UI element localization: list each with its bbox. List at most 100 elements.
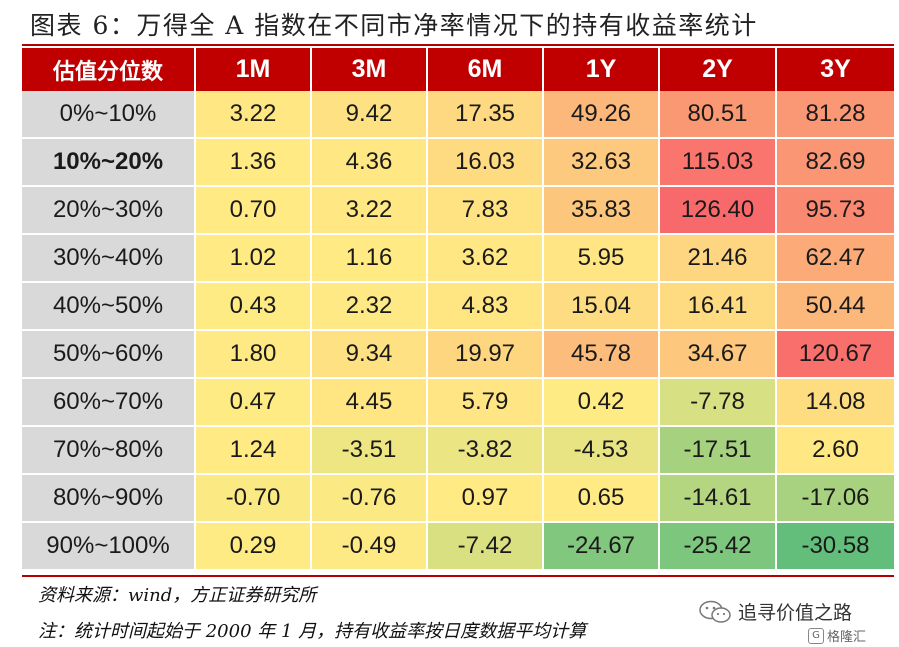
row-label: 60%~70% xyxy=(22,379,196,427)
table-cell: 0.43 xyxy=(196,283,312,331)
table-cell: 3.62 xyxy=(428,235,544,283)
table-cell: -4.53 xyxy=(544,427,660,475)
table-cell: -14.61 xyxy=(660,475,777,523)
table-cell: 0.42 xyxy=(544,379,660,427)
table-cell: 0.29 xyxy=(196,523,312,571)
table-row: 50%~60% 1.80 9.34 19.97 45.78 34.67 120.67 xyxy=(22,331,894,379)
table-cell: 4.36 xyxy=(312,139,428,187)
table-cell: 5.95 xyxy=(544,235,660,283)
table-cell: 120.67 xyxy=(777,331,894,379)
row-label: 40%~50% xyxy=(22,283,196,331)
table-cell: 0.97 xyxy=(428,475,544,523)
column-header: 2Y xyxy=(660,48,777,91)
table-cell: 0.47 xyxy=(196,379,312,427)
table-cell: -7.42 xyxy=(428,523,544,571)
table-cell: 1.16 xyxy=(312,235,428,283)
table-cell: 4.83 xyxy=(428,283,544,331)
watermark-sub-text: 格隆汇 xyxy=(827,630,867,645)
row-label: 10%~20% xyxy=(22,139,196,187)
watermark-text: 追寻价值之路 xyxy=(738,602,853,624)
column-header: 1Y xyxy=(544,48,660,91)
table-cell: 3.22 xyxy=(312,187,428,235)
table-cell: 16.03 xyxy=(428,139,544,187)
table-cell: -3.51 xyxy=(312,427,428,475)
table-cell: -0.70 xyxy=(196,475,312,523)
table-cell: 2.32 xyxy=(312,283,428,331)
table-cell: 82.69 xyxy=(777,139,894,187)
row-label: 70%~80% xyxy=(22,427,196,475)
title-divider xyxy=(22,44,894,46)
row-label: 90%~100% xyxy=(22,523,196,571)
table-row: 30%~40% 1.02 1.16 3.62 5.95 21.46 62.47 xyxy=(22,235,894,283)
table-cell: 34.67 xyxy=(660,331,777,379)
table-cell: 7.83 xyxy=(428,187,544,235)
return-table: 估值分位数 1M 3M 6M 1Y 2Y 3Y 0%~10% 3.22 9.42 17… xyxy=(22,48,894,571)
gelonghui-icon: G xyxy=(808,627,824,644)
table-row: 0%~10% 3.22 9.42 17.35 49.26 80.51 81.28 xyxy=(22,91,894,139)
table-cell: -7.78 xyxy=(660,379,777,427)
table-cell: 95.73 xyxy=(777,187,894,235)
table-cell: 49.26 xyxy=(544,91,660,139)
table-cell: 15.04 xyxy=(544,283,660,331)
table-cell: 126.40 xyxy=(660,187,777,235)
table-cell: 62.47 xyxy=(777,235,894,283)
table-cell: 2.60 xyxy=(777,427,894,475)
table-row: 90%~100% 0.29 -0.49 -7.42 -24.67 -25.42 -30.58 xyxy=(22,523,894,571)
column-header: 3M xyxy=(312,48,428,91)
table-cell: -3.82 xyxy=(428,427,544,475)
table-cell: 0.65 xyxy=(544,475,660,523)
table-cell: 1.80 xyxy=(196,331,312,379)
table-cell: 9.34 xyxy=(312,331,428,379)
table-cell: -0.49 xyxy=(312,523,428,571)
watermark-sub: G 格隆汇 xyxy=(808,626,866,645)
table-cell: 45.78 xyxy=(544,331,660,379)
column-header: 3Y xyxy=(777,48,894,91)
row-label: 30%~40% xyxy=(22,235,196,283)
table-row: 70%~80% 1.24 -3.51 -3.82 -4.53 -17.51 2.60 xyxy=(22,427,894,475)
table-cell: 16.41 xyxy=(660,283,777,331)
table-row: 10%~20% 1.36 4.36 16.03 32.63 115.03 82.69 xyxy=(22,139,894,187)
table-cell: 81.28 xyxy=(777,91,894,139)
table-row: 40%~50% 0.43 2.32 4.83 15.04 16.41 50.44 xyxy=(22,283,894,331)
table-cell: -25.42 xyxy=(660,523,777,571)
watermark: 追寻价值之路 xyxy=(698,598,852,625)
table-cell: 80.51 xyxy=(660,91,777,139)
column-header: 估值分位数 xyxy=(22,48,196,91)
wechat-icon xyxy=(699,600,731,623)
footnote: 注：统计时间起始于 2000 年 1 月，持有收益率按日度数据平均计算 xyxy=(38,621,587,642)
table-cell: 9.42 xyxy=(312,91,428,139)
table-cell: 1.36 xyxy=(196,139,312,187)
column-header: 6M xyxy=(428,48,544,91)
row-label: 0%~10% xyxy=(22,91,196,139)
row-label: 80%~90% xyxy=(22,475,196,523)
table-cell: 0.70 xyxy=(196,187,312,235)
table-cell: -24.67 xyxy=(544,523,660,571)
table-cell: -30.58 xyxy=(777,523,894,571)
row-label: 50%~60% xyxy=(22,331,196,379)
table-cell: 17.35 xyxy=(428,91,544,139)
table-cell: 1.24 xyxy=(196,427,312,475)
table-cell: 14.08 xyxy=(777,379,894,427)
table-cell: 115.03 xyxy=(660,139,777,187)
table-cell: -17.06 xyxy=(777,475,894,523)
table-cell: 19.97 xyxy=(428,331,544,379)
table-cell: 50.44 xyxy=(777,283,894,331)
table-row: 80%~90% -0.70 -0.76 0.97 0.65 -14.61 -17.06 xyxy=(22,475,894,523)
table-cell: 32.63 xyxy=(544,139,660,187)
page-title: 图表 6：万得全 A 指数在不同市净率情况下的持有收益率统计 xyxy=(30,11,758,40)
table-cell: 4.45 xyxy=(312,379,428,427)
table-cell: 5.79 xyxy=(428,379,544,427)
table-cell: 35.83 xyxy=(544,187,660,235)
row-label: 20%~30% xyxy=(22,187,196,235)
column-header: 1M xyxy=(196,48,312,91)
table-cell: -17.51 xyxy=(660,427,777,475)
table-cell: 1.02 xyxy=(196,235,312,283)
table-cell: 21.46 xyxy=(660,235,777,283)
source-note: 资料来源：wind，方正证券研究所 xyxy=(38,585,317,606)
table-row: 20%~30% 0.70 3.22 7.83 35.83 126.40 95.73 xyxy=(22,187,894,235)
table-header-row: 估值分位数 1M 3M 6M 1Y 2Y 3Y xyxy=(22,48,894,91)
table-row: 60%~70% 0.47 4.45 5.79 0.42 -7.78 14.08 xyxy=(22,379,894,427)
table-bottom-divider xyxy=(22,575,894,577)
table-cell: -0.76 xyxy=(312,475,428,523)
table-cell: 3.22 xyxy=(196,91,312,139)
